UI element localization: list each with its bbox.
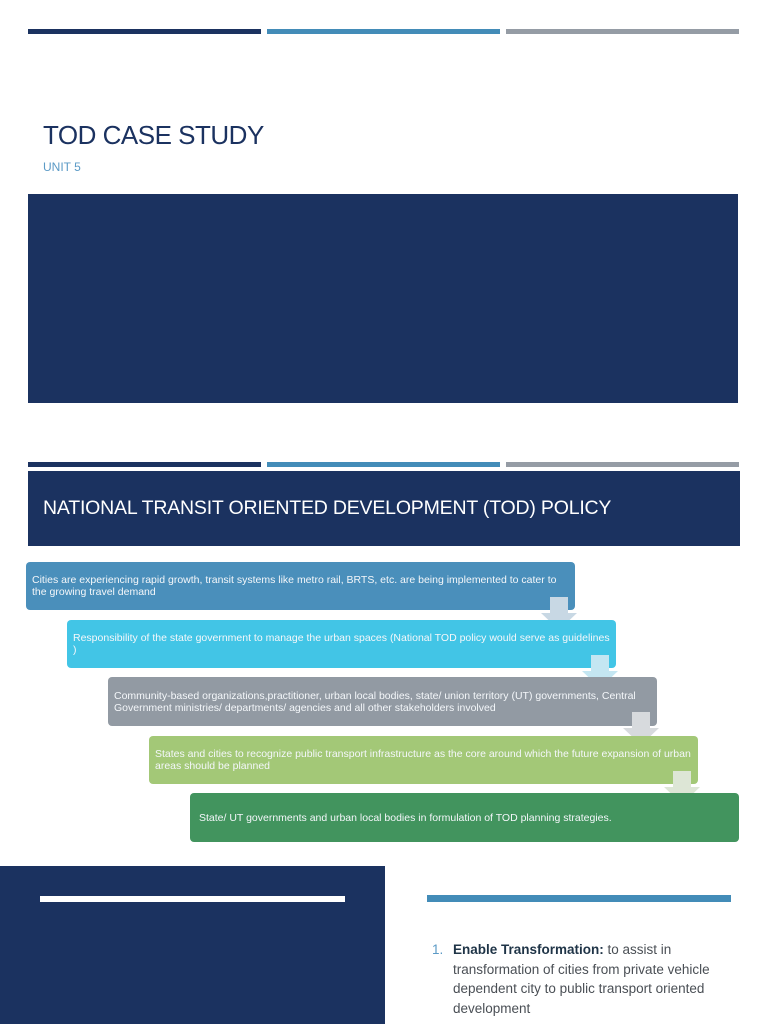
list-number: 1. xyxy=(432,942,444,957)
accent-line-navy xyxy=(28,462,261,467)
slide-title: TOD CASE STUDY xyxy=(43,120,264,150)
accent-line-gray xyxy=(506,29,739,34)
navy-side-panel xyxy=(0,866,385,1024)
accent-line-blue xyxy=(267,462,500,467)
objective-text: to assist in transformation of cities fr… xyxy=(453,942,710,1016)
accent-line-blue xyxy=(427,895,731,902)
accent-line-blue xyxy=(267,29,500,34)
flow-step-text: States and cities to recognize public tr… xyxy=(155,748,691,772)
flow-step-text: Responsibility of the state government t… xyxy=(73,632,610,656)
accent-line-navy xyxy=(28,29,261,34)
flow-step-2: Responsibility of the state government t… xyxy=(67,620,616,668)
slide-subtitle: UNIT 5 xyxy=(43,160,81,174)
flow-step-4: States and cities to recognize public tr… xyxy=(149,736,698,784)
flow-step-1: Cities are experiencing rapid growth, tr… xyxy=(26,562,575,610)
flow-step-text: Cities are experiencing rapid growth, tr… xyxy=(32,574,557,598)
objective-heading: Enable Transformation: xyxy=(453,942,604,957)
slide-title: NATIONAL TRANSIT ORIENTED DEVELOPMENT (T… xyxy=(43,497,612,519)
flow-step-5: State/ UT governments and urban local bo… xyxy=(190,793,739,842)
flow-step-text: State/ UT governments and urban local bo… xyxy=(199,811,612,824)
panel-accent-line xyxy=(40,896,345,902)
flow-step-text: Community-based organizations,practition… xyxy=(114,689,636,714)
list-item: 1. Enable Transformation: to assist in t… xyxy=(432,940,732,1018)
title-banner xyxy=(28,194,738,403)
flow-step-3: Community-based organizations,practition… xyxy=(108,677,657,726)
objectives-list: 1. Enable Transformation: to assist in t… xyxy=(432,940,732,1018)
slide-header: NATIONAL TRANSIT ORIENTED DEVELOPMENT (T… xyxy=(28,471,740,546)
accent-line-gray xyxy=(506,462,739,467)
